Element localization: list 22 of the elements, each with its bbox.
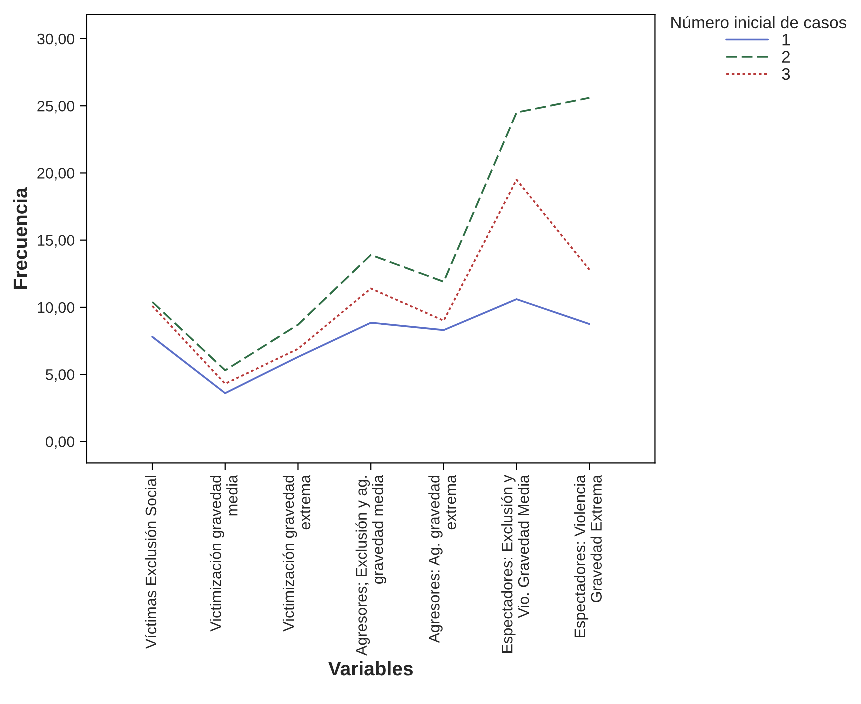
x-tick-label: Victimización gravedad media: [210, 475, 238, 632]
y-tick-label: 20,00: [38, 168, 75, 181]
x-tick-label: Espectadores: Violencia Gravedad Extrema: [574, 475, 602, 638]
y-axis-title: Frecuencia: [13, 188, 28, 290]
legend-title: Número inicial de casos: [672, 16, 847, 29]
x-axis-title: Variables: [328, 661, 413, 676]
line-series: [152, 97, 591, 372]
legend-label: 2: [782, 51, 790, 63]
y-tick-label: 5,00: [46, 369, 75, 382]
y-tick-label: 25,00: [38, 100, 75, 114]
line-series: [152, 179, 591, 385]
x-tick-label: Agresores: Ag. gravedad extrema: [428, 475, 456, 644]
y-tick-label: 10,00: [38, 302, 75, 315]
x-tick-label: Víctimas Exclusión Social: [145, 476, 157, 650]
x-tick-label: Victimización gravedad extrema: [282, 475, 311, 632]
y-tick-label: 30,00: [38, 34, 75, 46]
y-tick-label: 0,00: [46, 436, 75, 450]
legend-label: 1: [782, 34, 790, 46]
y-tick-label: 15,00: [38, 235, 75, 248]
legend-label: 3: [782, 68, 790, 80]
line-series: [152, 298, 591, 394]
x-tick-label: Agresores; Exclusión y ag. gravedad media: [356, 475, 387, 656]
